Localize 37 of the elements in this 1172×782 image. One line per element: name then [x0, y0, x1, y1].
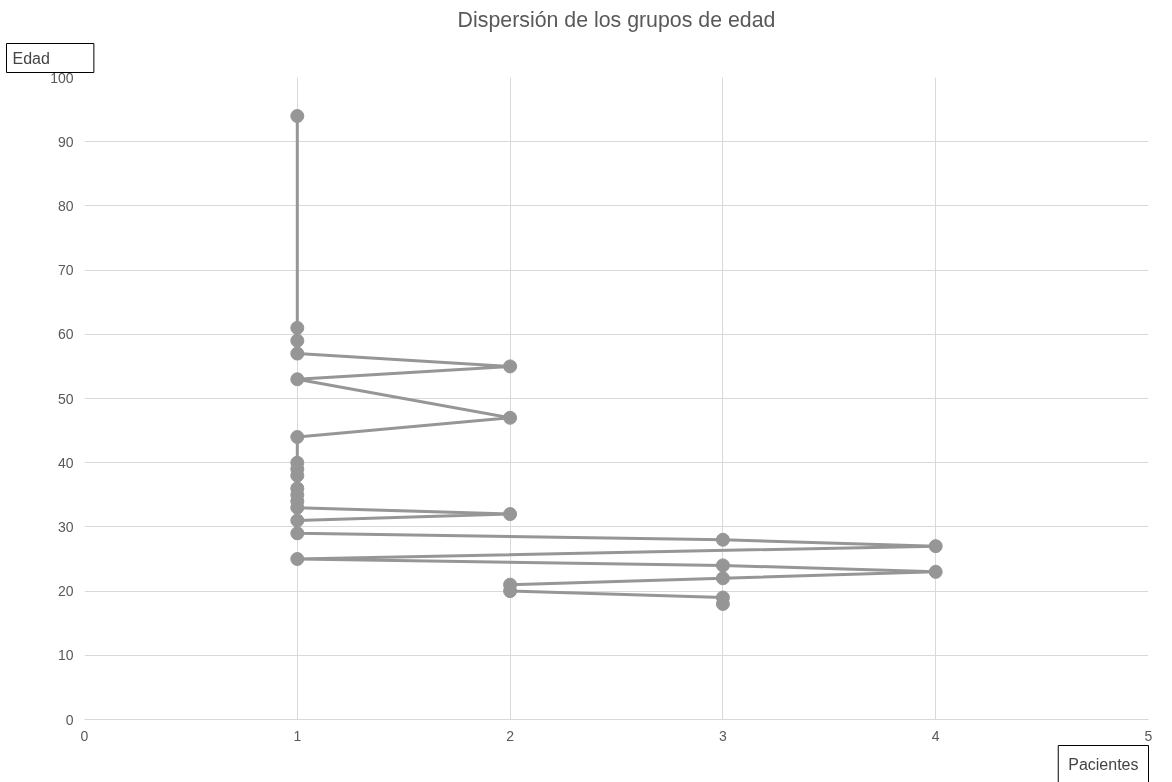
x-tick-label: 1	[293, 727, 302, 744]
y-tick-label: 60	[57, 326, 74, 343]
x-tick-label: 2	[506, 727, 515, 744]
point	[290, 513, 305, 528]
point	[928, 539, 943, 554]
point	[290, 430, 305, 445]
x-axis-title: Pacientes	[1068, 755, 1139, 773]
point	[503, 359, 518, 374]
point	[715, 571, 730, 586]
point	[715, 558, 730, 573]
point	[503, 410, 518, 425]
y-tick-label: 30	[57, 518, 74, 535]
point	[928, 564, 943, 579]
point	[715, 532, 730, 547]
y-tick-label: 70	[57, 262, 74, 279]
point	[290, 109, 305, 124]
y-tick-label: 80	[57, 197, 74, 214]
point	[290, 372, 305, 387]
y-tick-label: 0	[65, 711, 74, 728]
chart-title: Dispersión de los grupos de edad	[457, 7, 776, 32]
point	[290, 526, 305, 541]
y-tick-label: 40	[57, 454, 74, 471]
point	[290, 552, 305, 566]
y-tick-label: 100	[50, 69, 74, 86]
point	[503, 507, 518, 522]
x-tick-label: 5	[1144, 727, 1153, 744]
y-axis-title: Edad	[12, 49, 50, 67]
y-tick-label: 20	[57, 583, 74, 600]
y-tick-label: 50	[57, 390, 74, 407]
point	[290, 333, 305, 348]
x-tick-label: 0	[80, 727, 89, 744]
point	[290, 320, 305, 335]
x-tick-label: 3	[719, 727, 728, 744]
x-tick-label: 4	[931, 727, 940, 744]
y-tick-label: 10	[57, 647, 74, 664]
y-tick-label: 90	[57, 133, 74, 150]
point	[290, 346, 305, 361]
